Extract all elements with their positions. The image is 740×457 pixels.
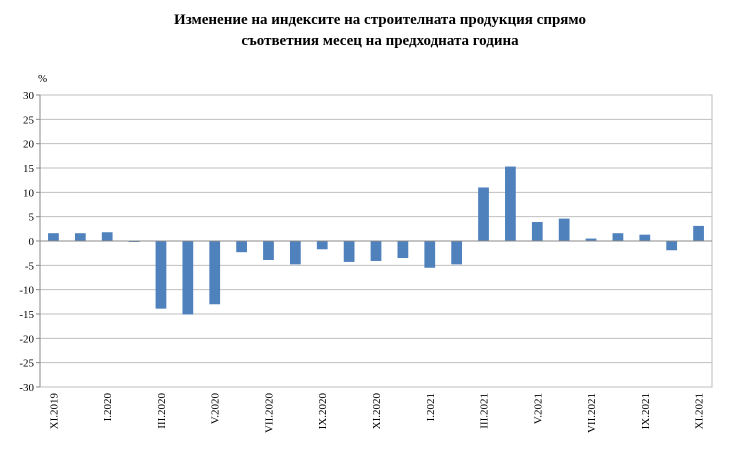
- bar: [639, 234, 651, 241]
- y-tick-label: -10: [19, 285, 34, 297]
- x-tick-label: XI.2019: [48, 393, 60, 430]
- x-tick-label: V.2021: [532, 393, 544, 424]
- x-tick-label: V.2020: [210, 393, 222, 425]
- y-axis-label: %: [38, 73, 47, 85]
- bar: [424, 241, 436, 268]
- x-tick-label: VII.2021: [586, 393, 598, 433]
- y-tick-label: -30: [19, 382, 34, 394]
- x-tick-label: IX.2020: [317, 393, 329, 430]
- y-tick-label: -15: [19, 309, 34, 321]
- bar: [74, 233, 86, 241]
- bar: [316, 241, 328, 250]
- bar: [693, 225, 704, 241]
- bar: [531, 222, 543, 241]
- chart-title: Изменение на индексите на строителната п…: [174, 12, 586, 28]
- x-tick-label: I.2021: [425, 393, 437, 421]
- bar: [558, 218, 570, 241]
- x-tick-label: VII.2020: [263, 393, 275, 434]
- x-tick-label: III.2020: [156, 393, 168, 429]
- bar: [101, 232, 113, 241]
- x-tick-label: III.2021: [479, 393, 491, 429]
- bar: [236, 241, 247, 253]
- bar: [182, 241, 194, 315]
- y-tick-label: -25: [19, 358, 34, 370]
- y-tick-label: -5: [25, 260, 35, 272]
- chart-title: съответния месец на предходната година: [241, 33, 519, 49]
- bar: [155, 241, 167, 309]
- x-tick-label: I.2020: [102, 393, 114, 422]
- y-tick-label: -20: [19, 333, 34, 345]
- bar: [209, 241, 221, 305]
- y-tick-label: 25: [23, 114, 35, 126]
- bar: [370, 241, 382, 261]
- bar: [343, 241, 355, 262]
- bar: [451, 241, 463, 265]
- bar: [666, 241, 678, 251]
- y-tick-label: 0: [29, 236, 35, 248]
- bar: [263, 241, 274, 260]
- y-tick-label: 30: [23, 90, 35, 102]
- x-tick-label: XI.2021: [694, 393, 706, 429]
- bar: [505, 166, 516, 241]
- x-tick-label: XI.2020: [371, 393, 383, 430]
- bar: [585, 238, 597, 241]
- bar: [48, 233, 59, 241]
- bar: [612, 233, 624, 241]
- y-tick-label: 20: [23, 139, 35, 151]
- y-tick-label: 10: [23, 187, 35, 199]
- x-tick-label: IX.2021: [640, 393, 652, 429]
- bar: [397, 241, 409, 259]
- bar: [478, 187, 489, 241]
- y-tick-label: 5: [29, 212, 35, 224]
- y-tick-label: 15: [23, 163, 35, 175]
- bar: [289, 241, 301, 265]
